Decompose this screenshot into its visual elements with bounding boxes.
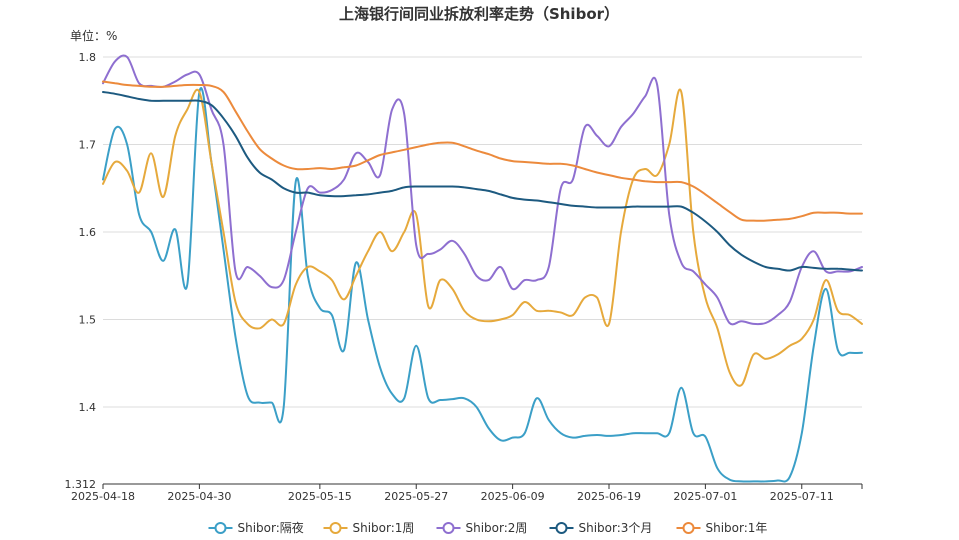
legend-item-0[interactable]: Shibor:隔夜	[208, 520, 304, 535]
legend-swatch-marker	[555, 522, 568, 534]
legend-item-3[interactable]: Shibor:3个月	[549, 521, 653, 535]
legend-label: Shibor:2周	[466, 521, 528, 535]
legend-swatch-marker	[329, 522, 342, 534]
y-tick-label: 1.4	[79, 401, 97, 414]
x-tick-label: 2025-05-15	[288, 490, 352, 503]
x-tick-labels: 2025-04-18 2025-04-30 2025-05-15 2025-05-27…	[71, 490, 834, 503]
chart-title: 上海银行间同业拆放利率走势（Shibor）	[339, 5, 619, 23]
x-tick-label: 2025-04-30	[167, 490, 231, 503]
legend-item-4[interactable]: Shibor:1年	[676, 521, 768, 535]
legend-item-2[interactable]: Shibor:2周	[436, 521, 528, 535]
x-tick-label: 2025-06-19	[577, 490, 641, 503]
legend-label: Shibor:隔夜	[238, 520, 304, 535]
y-tick-label: 1.312	[65, 478, 97, 491]
series-line-3	[102, 91, 863, 272]
x-tick-label: 2025-07-11	[770, 490, 834, 503]
y-tick-labels: 1.312 1.4 1.5 1.6 1.7 1.8	[65, 51, 97, 491]
legend-swatch-marker	[682, 522, 695, 534]
x-tick-label: 2025-07-01	[673, 490, 737, 503]
legend: Shibor:隔夜 Shibor:1周 Shibor:2周 Shibor:3个月 Shi…	[208, 520, 768, 535]
y-tick-label: 1.8	[79, 51, 97, 64]
legend-label: Shibor:1年	[706, 521, 768, 535]
x-tick-label: 2025-04-18	[71, 490, 135, 503]
grid-layer	[103, 56, 862, 408]
legend-label: Shibor:3个月	[579, 521, 653, 535]
legend-label: Shibor:1周	[353, 521, 415, 535]
unit-label: 单位：%	[70, 28, 117, 43]
x-tick-label: 2025-06-09	[481, 490, 545, 503]
legend-swatch-marker	[442, 522, 455, 534]
y-tick-label: 1.7	[79, 139, 97, 152]
series-line-1	[102, 88, 863, 387]
y-tick-label: 1.6	[79, 226, 97, 239]
series-line-4	[102, 80, 863, 222]
axis-layer	[102, 483, 863, 489]
legend-swatch-marker	[214, 522, 227, 534]
y-tick-label: 1.5	[79, 314, 97, 327]
series-layer	[102, 54, 863, 483]
legend-item-1[interactable]: Shibor:1周	[323, 521, 415, 535]
series-line-0	[102, 87, 863, 483]
x-tick-label: 2025-05-27	[384, 490, 448, 503]
series-line-2	[102, 54, 863, 326]
